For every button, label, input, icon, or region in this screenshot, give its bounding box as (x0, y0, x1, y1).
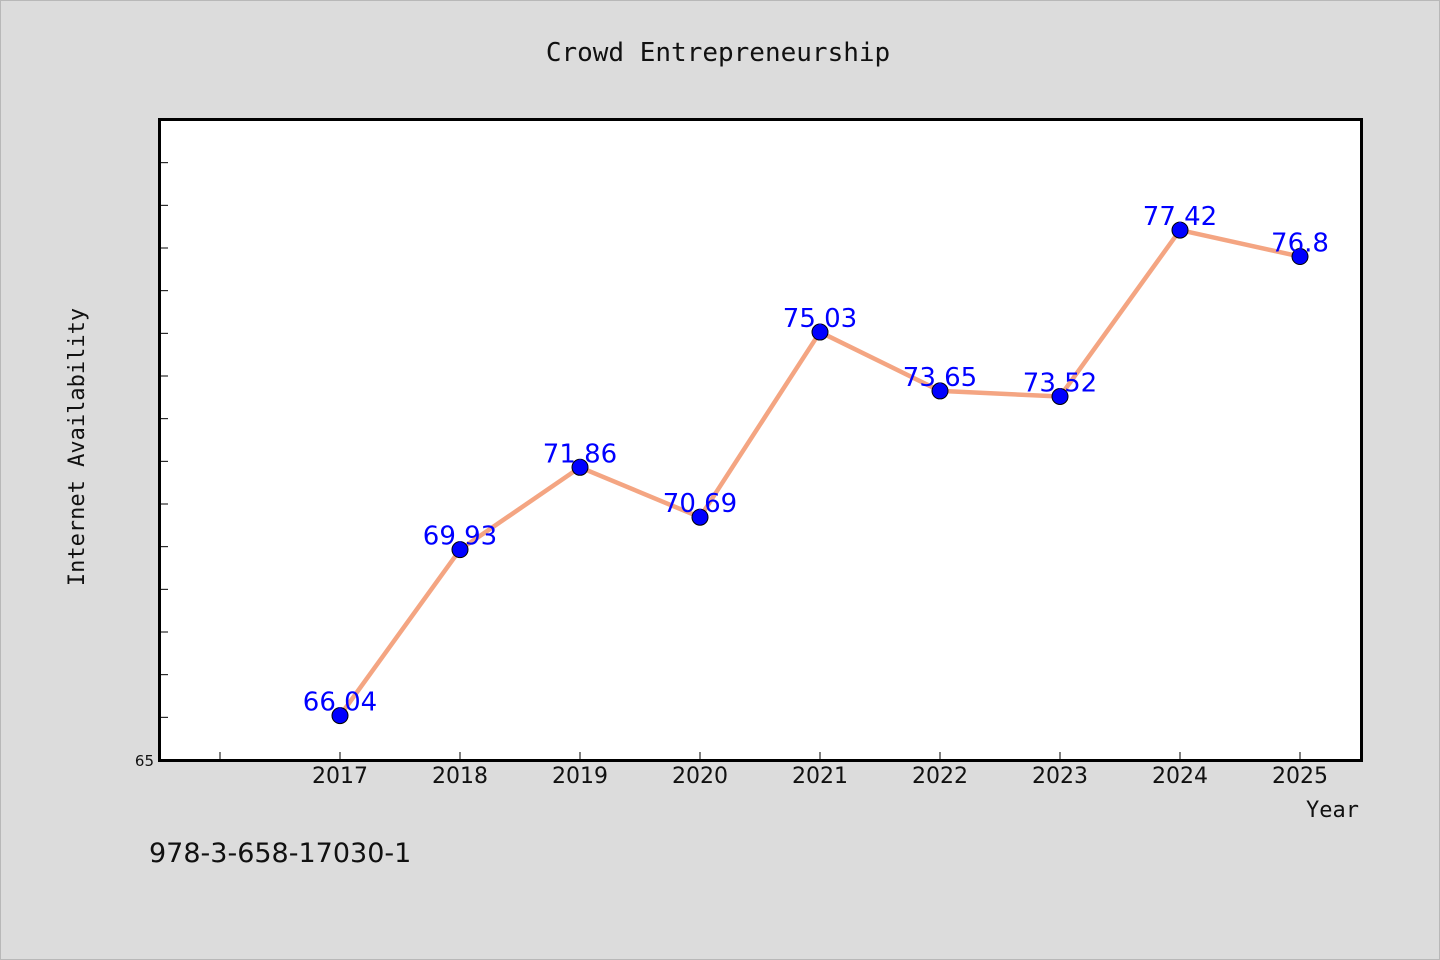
data-point (571, 458, 589, 476)
chart-title: Crowd Entrepreneurship (546, 38, 890, 68)
x-tick-label: 2021 (792, 764, 848, 789)
x-tick-label: 2018 (432, 764, 488, 789)
data-point (1171, 221, 1189, 239)
y-tick-label: 65 (135, 752, 154, 770)
data-label: 75.03 (783, 304, 857, 334)
x-tick-label: 2025 (1272, 764, 1328, 789)
x-tick-label: 2024 (1152, 764, 1208, 789)
data-label: 73.52 (1023, 368, 1097, 398)
data-label: 70.69 (663, 489, 737, 519)
x-tick-label: 2023 (1032, 764, 1088, 789)
x-tick-label: 2020 (672, 764, 728, 789)
data-label: 66.04 (303, 688, 377, 718)
data-point (331, 707, 349, 725)
data-point (811, 323, 829, 341)
data-point (451, 541, 469, 559)
series-layer: 66.04 69.93 71.86 70.69 75.03 73.65 73.52 77.42… (303, 202, 1329, 725)
data-point (1051, 387, 1069, 405)
data-label: 77.42 (1143, 202, 1217, 232)
x-axis-label: Year (1306, 798, 1359, 823)
isbn-code: 978-3-658-17030-1 (149, 838, 411, 869)
x-axis-ticks: 2017 2018 2019 2020 2021 2022 2023 2024 2025 (219, 752, 1328, 789)
y-axis-ticks: 65 (135, 162, 168, 770)
x-tick-label: 2017 (312, 764, 368, 789)
y-axis-label: Internet Availability (65, 308, 90, 586)
plot-area (158, 118, 1363, 762)
x-tick-label: 2022 (912, 764, 968, 789)
data-label: 71.86 (543, 439, 617, 469)
data-point (931, 382, 949, 400)
data-point (1291, 248, 1309, 266)
data-point (691, 508, 709, 526)
data-label: 73.65 (903, 363, 977, 393)
data-label: 76.8 (1271, 229, 1329, 259)
x-tick-label: 2019 (552, 764, 608, 789)
data-label: 69.93 (423, 522, 497, 552)
